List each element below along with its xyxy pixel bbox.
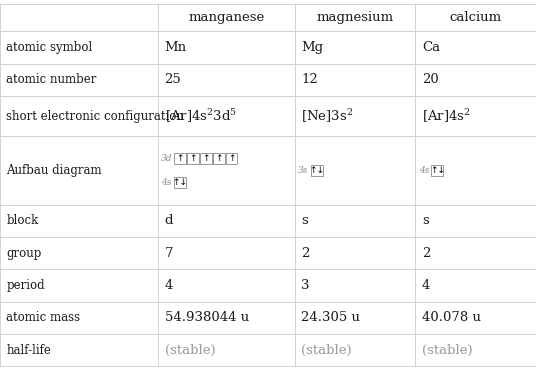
Text: period: period [6,279,45,292]
FancyBboxPatch shape [431,165,443,176]
Text: Aufbau diagram: Aufbau diagram [6,164,102,177]
Text: s: s [301,215,308,228]
Text: 4: 4 [165,279,173,292]
Text: half-life: half-life [6,344,51,357]
FancyBboxPatch shape [174,152,186,164]
Text: Mg: Mg [301,41,323,54]
Text: 2: 2 [422,247,430,260]
Text: magnesium: magnesium [317,11,393,24]
Text: 25: 25 [165,73,181,87]
Text: atomic symbol: atomic symbol [6,41,93,54]
Text: 3: 3 [301,279,310,292]
Text: calcium: calcium [450,11,502,24]
Text: 12: 12 [301,73,318,87]
Text: ↑: ↑ [215,154,222,163]
Text: 3d: 3d [161,154,173,163]
Text: d: d [165,215,173,228]
Text: 2: 2 [301,247,310,260]
Text: 4s: 4s [419,166,429,175]
Text: atomic number: atomic number [6,73,97,87]
Text: $\mathregular{[Ar]4s^{2}3d^{5}}$: $\mathregular{[Ar]4s^{2}3d^{5}}$ [165,107,237,125]
Text: 24.305 u: 24.305 u [301,312,360,324]
FancyBboxPatch shape [226,152,237,164]
Text: ↑↓: ↑↓ [173,178,188,187]
Text: $\mathregular{[Ar]4s^{2}}$: $\mathregular{[Ar]4s^{2}}$ [422,107,471,125]
Text: 4: 4 [422,279,430,292]
FancyBboxPatch shape [311,165,323,176]
Text: ↑: ↑ [202,154,210,163]
FancyBboxPatch shape [187,152,199,164]
Text: Ca: Ca [422,41,440,54]
Text: short electronic configuration: short electronic configuration [6,110,184,122]
Text: (stable): (stable) [301,344,352,357]
Text: 54.938044 u: 54.938044 u [165,312,249,324]
Text: block: block [6,215,39,228]
Text: group: group [6,247,42,260]
Text: ↑: ↑ [176,154,184,163]
Text: ↑: ↑ [228,154,235,163]
Text: 7: 7 [165,247,173,260]
Text: (stable): (stable) [422,344,472,357]
Text: $\mathregular{[Ne]3s^{2}}$: $\mathregular{[Ne]3s^{2}}$ [301,107,353,125]
Text: ↑↓: ↑↓ [430,166,445,175]
Text: Mn: Mn [165,41,187,54]
Text: 3s: 3s [298,166,308,175]
Text: manganese: manganese [188,11,265,24]
FancyBboxPatch shape [213,152,225,164]
Text: 4s: 4s [161,178,172,187]
Text: atomic mass: atomic mass [6,312,80,324]
Text: 20: 20 [422,73,438,87]
FancyBboxPatch shape [200,152,212,164]
Text: s: s [422,215,429,228]
Text: (stable): (stable) [165,344,215,357]
Text: 40.078 u: 40.078 u [422,312,481,324]
Text: ↑: ↑ [189,154,197,163]
Text: ↑↓: ↑↓ [309,166,324,175]
FancyBboxPatch shape [174,177,186,188]
